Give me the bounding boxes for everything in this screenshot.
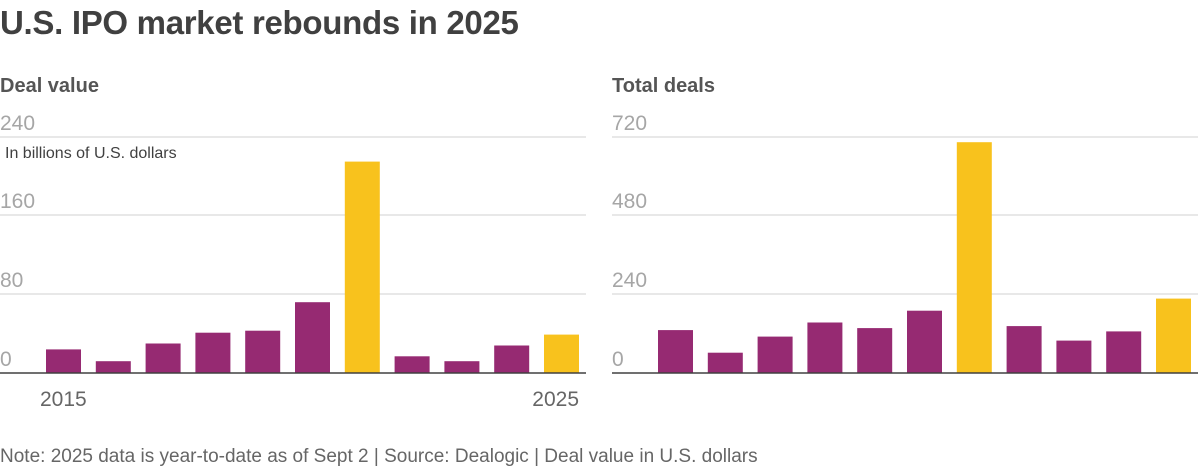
bar-2023 (1056, 340, 1092, 374)
chart-title: U.S. IPO market rebounds in 2025 (0, 4, 519, 41)
ytick-label: 0 (612, 348, 624, 371)
unit-label: In billions of U.S. dollars (5, 145, 177, 162)
bar-2016 (95, 361, 131, 373)
total-deals-bars (658, 142, 1191, 374)
bar-2017 (145, 343, 181, 373)
deal-value-chart: Deal value 240 160 80 0 In billions of U… (0, 75, 586, 411)
total-deals-chart: Total deals 720 480 240 0 (612, 75, 1198, 374)
deal-value-panel-title: Deal value (0, 75, 99, 97)
bar-2025 (544, 334, 579, 373)
bar-2019 (245, 330, 281, 373)
xtick-label-start: 2015 (40, 388, 87, 411)
bar-2022 (1006, 326, 1042, 373)
bar-2017 (757, 336, 793, 373)
ytick-label: 80 (0, 269, 23, 292)
bar-2015 (46, 349, 81, 373)
ytick-label: 720 (612, 112, 647, 135)
bar-2015 (658, 330, 693, 373)
bar-2019 (857, 328, 893, 373)
bar-2020 (907, 310, 942, 373)
ytick-label: 240 (0, 112, 35, 135)
bar-2024 (1106, 331, 1142, 373)
bar-2022 (394, 356, 430, 373)
bar-2024 (494, 345, 530, 373)
ytick-label: 0 (0, 348, 12, 371)
ytick-label: 240 (612, 269, 647, 292)
total-deals-yticks: 720 480 240 0 (612, 112, 647, 371)
bar-2021 (344, 161, 380, 373)
deal-value-grid (0, 136, 586, 295)
footnote: Note: 2025 data is year-to-date as of Se… (0, 446, 758, 467)
total-deals-panel-title: Total deals (612, 75, 715, 97)
bar-2016 (707, 352, 743, 373)
xtick-label-end: 2025 (532, 388, 579, 411)
bar-2018 (807, 322, 843, 373)
ytick-label: 480 (612, 190, 647, 213)
total-deals-grid (612, 136, 1198, 295)
bar-2023 (444, 361, 480, 373)
bar-2020 (295, 302, 330, 373)
deal-value-bars (46, 161, 579, 373)
ytick-label: 160 (0, 190, 35, 213)
bar-2018 (195, 332, 231, 373)
deal-value-yticks: 240 160 80 0 (0, 112, 35, 371)
bar-2021 (956, 142, 992, 373)
bar-2025 (1156, 298, 1191, 373)
